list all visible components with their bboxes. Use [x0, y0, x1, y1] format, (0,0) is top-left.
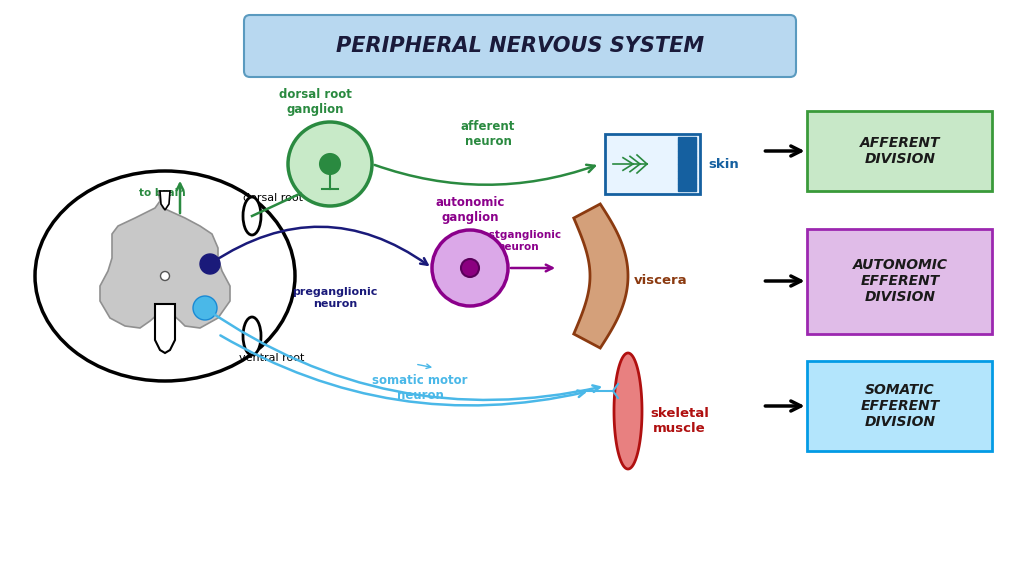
Polygon shape	[100, 191, 230, 328]
Ellipse shape	[243, 317, 261, 355]
FancyBboxPatch shape	[244, 15, 796, 77]
Text: dorsal root: dorsal root	[243, 193, 303, 203]
Circle shape	[461, 259, 479, 277]
Circle shape	[432, 230, 508, 306]
Circle shape	[319, 154, 340, 174]
Text: preganglionic
neuron: preganglionic neuron	[292, 287, 378, 309]
Text: skeletal
muscle: skeletal muscle	[650, 407, 709, 435]
Circle shape	[288, 122, 372, 206]
Polygon shape	[678, 144, 696, 151]
Text: somatic motor
neuron: somatic motor neuron	[373, 374, 468, 402]
Polygon shape	[614, 353, 642, 469]
Text: AFFERENT
DIVISION: AFFERENT DIVISION	[860, 136, 940, 166]
Text: AUTONOMIC
EFFERENT
DIVISION: AUTONOMIC EFFERENT DIVISION	[853, 258, 947, 304]
Polygon shape	[678, 137, 696, 144]
Text: afferent
neuron: afferent neuron	[461, 120, 515, 148]
Polygon shape	[678, 184, 696, 191]
Polygon shape	[678, 164, 696, 171]
Polygon shape	[155, 304, 175, 353]
Text: skin: skin	[708, 158, 738, 171]
FancyBboxPatch shape	[808, 229, 992, 333]
Circle shape	[200, 254, 220, 274]
Polygon shape	[678, 178, 696, 184]
Polygon shape	[160, 191, 170, 210]
Ellipse shape	[243, 197, 261, 235]
Ellipse shape	[35, 171, 295, 381]
FancyBboxPatch shape	[808, 111, 992, 191]
Polygon shape	[573, 204, 628, 348]
Bar	[605, 134, 700, 194]
Circle shape	[161, 271, 170, 281]
Circle shape	[193, 296, 217, 320]
Polygon shape	[678, 151, 696, 157]
Text: ventral root: ventral root	[240, 353, 305, 363]
Polygon shape	[678, 171, 696, 178]
Text: dorsal root
ganglion: dorsal root ganglion	[279, 88, 351, 116]
Text: to brain: to brain	[138, 188, 185, 198]
Polygon shape	[678, 157, 696, 164]
Text: autonomic
ganglion: autonomic ganglion	[435, 196, 505, 224]
Text: viscera: viscera	[634, 274, 688, 288]
FancyBboxPatch shape	[808, 361, 992, 451]
Text: SOMATIC
EFFERENT
DIVISION: SOMATIC EFFERENT DIVISION	[860, 383, 940, 429]
Text: postganglionic
neuron: postganglionic neuron	[474, 230, 561, 252]
Text: PERIPHERAL NERVOUS SYSTEM: PERIPHERAL NERVOUS SYSTEM	[336, 36, 705, 56]
